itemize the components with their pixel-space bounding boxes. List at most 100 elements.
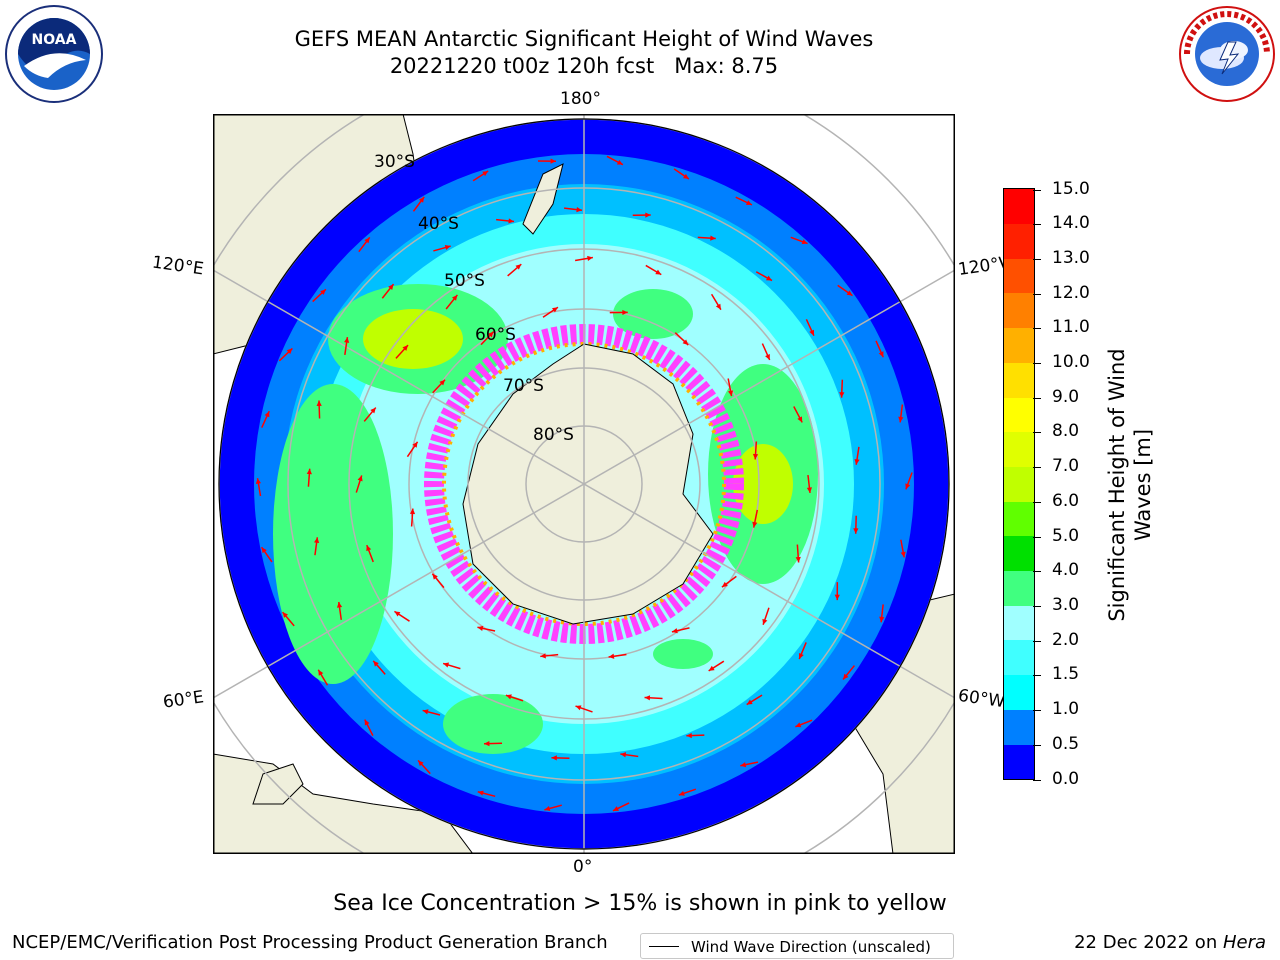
wind-vector-arrowhead [846, 290, 853, 296]
colorbar-tick [1033, 293, 1041, 295]
wind-vector-arrowhead [798, 653, 804, 660]
wind-vector-arrowhead [612, 806, 619, 811]
wind-vector-arrowhead [834, 594, 840, 601]
colorbar-tick-label: 0.5 [1052, 733, 1080, 754]
colorbar-segment [1004, 258, 1034, 294]
wind-vector-arrowhead [314, 537, 320, 544]
colorbar-segment [1004, 640, 1034, 676]
colorbar-tick [1033, 744, 1041, 746]
noaa-logo-text: NOAA [32, 32, 77, 48]
colorbar-segment [1004, 605, 1034, 641]
wind-vector-arrowhead [745, 200, 752, 205]
wind-vector-arrowhead [388, 284, 394, 290]
colorbar-tick [1033, 710, 1041, 712]
wind-vector-arrowhead [644, 695, 651, 701]
lon-label-0: 0° [573, 857, 593, 877]
polar-map: 30°S 40°S 50°S 60°S 70°S 80°S Wind Wave … [213, 114, 955, 959]
wind-vector-arrowhead [282, 612, 289, 618]
lat-label-30s: 30°S [374, 152, 415, 172]
colorbar-tick-label: 11.0 [1052, 317, 1090, 338]
lon-label-180: 180° [560, 89, 601, 109]
colorbar-tick-label: 1.5 [1052, 664, 1080, 685]
colorbar-segment [1004, 293, 1034, 329]
footer-producer: NCEP/EMC/Verification Post Processing Pr… [12, 932, 608, 953]
wind-vector-arrowhead [357, 475, 363, 482]
map-legend: Wind Wave Direction (unscaled) [640, 933, 954, 959]
wind-vector-arrowhead [261, 547, 267, 554]
wind-vector-arrowhead [752, 453, 759, 460]
colorbar-title-line1: Significant Height of Wind [1105, 348, 1129, 622]
wind-vector-arrowhead [879, 616, 885, 623]
lat-label-50s: 50°S [444, 271, 485, 291]
colorbar-tick [1033, 779, 1041, 781]
wind-vector-arrowhead [364, 237, 370, 244]
sea-ice-note: Sea Ice Concentration > 15% is shown in … [333, 891, 947, 916]
legend-label: Wind Wave Direction (unscaled) [691, 938, 931, 956]
wind-vector-arrowhead [439, 379, 446, 386]
wind-vector-arrowhead [505, 694, 512, 700]
wind-vector-arrowhead [286, 348, 293, 355]
wind-vector-arrowhead [806, 487, 813, 493]
wind-vector-arrowhead [843, 673, 849, 680]
wind-vector-arrowhead [508, 218, 515, 224]
colorbar-tick-label: 15.0 [1052, 178, 1090, 199]
wind-vector-arrowhead [839, 392, 845, 398]
wind-vector-arrowhead [443, 662, 450, 668]
wind-vector-arrowhead [432, 573, 438, 580]
wind-vector-arrowhead [550, 158, 556, 164]
lon-label-60e: 60°E [161, 687, 206, 713]
wind-vector-arrowhead [552, 307, 558, 313]
wind-vector-arrowhead [418, 196, 425, 203]
chart-title: GEFS MEAN Antarctic Significant Height o… [294, 27, 874, 51]
colorbar-tick [1033, 189, 1041, 191]
wind-vector-arrowhead [765, 353, 770, 360]
wind-vector-arrowhead [898, 416, 904, 423]
colorbar-tick-label: 14.0 [1052, 213, 1090, 234]
colorbar-tick [1033, 536, 1041, 538]
wind-vector-arrowhead [422, 709, 429, 715]
wind-vector-arrowhead [316, 400, 322, 406]
noaa-logo: NOAA [5, 5, 103, 103]
colorbar-title-line2: Waves [m] [1131, 428, 1155, 542]
footer-date: 22 Dec 2022 on Hera [1074, 932, 1266, 953]
wind-vectors [255, 155, 913, 812]
colorbar-segment [1004, 744, 1034, 780]
wind-vector-arrowhead [366, 545, 372, 552]
wind-vector-arrowhead [795, 556, 801, 563]
wind-vector-arrowhead [402, 345, 409, 351]
colorbar-segment [1004, 674, 1034, 710]
colorbar-segment [1004, 397, 1034, 433]
colorbar-title: Significant Height of Wind Waves [m] [1104, 348, 1156, 621]
colorbar-tick [1033, 432, 1041, 434]
colorbar-tick-label: 0.0 [1052, 768, 1080, 789]
wind-vector-arrowhead [678, 790, 685, 796]
colorbar-tick [1033, 363, 1041, 365]
wind-vector-arrowhead [686, 732, 692, 739]
colorbar-tick-label: 6.0 [1052, 490, 1080, 511]
colorbar-tick-label: 7.0 [1052, 456, 1080, 477]
wind-vector-arrowhead [715, 303, 721, 310]
colorbar [1003, 188, 1035, 780]
colorbar-tick [1033, 501, 1041, 503]
wind-vector-arrowhead [344, 337, 350, 343]
colorbar-segment [1004, 709, 1034, 745]
wind-vector-arrowhead [418, 760, 424, 767]
wind-vector-arrowhead [540, 653, 546, 659]
wind-vector-arrowhead [264, 411, 270, 418]
wind-vector-arrowhead [370, 407, 376, 414]
colorbar-tick [1033, 224, 1041, 226]
colorbar-tick-label: 13.0 [1052, 247, 1090, 268]
wind-vector-arrowhead [255, 478, 261, 484]
lon-label-120e: 120°E [150, 252, 205, 280]
lat-label-80s: 80°S [533, 425, 574, 445]
colorbar-tick [1033, 467, 1041, 469]
wind-vector-arrowhead [576, 207, 582, 213]
colorbar-segment [1004, 189, 1034, 224]
wind-vector-arrowhead [306, 468, 312, 475]
colorbar-tick-label: 12.0 [1052, 282, 1090, 303]
colorbar-tick-label: 9.0 [1052, 386, 1080, 407]
wind-vector-arrowhead [905, 483, 911, 490]
wind-vector-arrowhead [544, 805, 551, 811]
wind-vector-arrowhead [373, 660, 379, 667]
wind-vector-arrowhead [616, 159, 623, 165]
